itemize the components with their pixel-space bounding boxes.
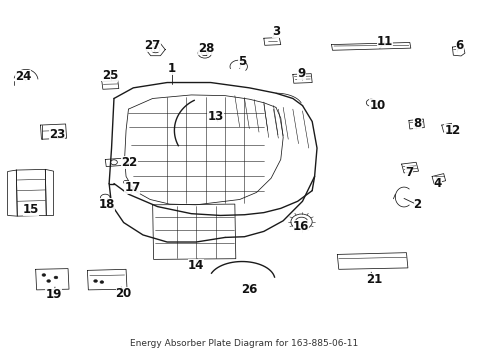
Text: 6: 6 bbox=[455, 39, 463, 52]
Text: 9: 9 bbox=[297, 67, 305, 80]
Text: 25: 25 bbox=[102, 69, 118, 82]
Text: 15: 15 bbox=[22, 203, 39, 216]
Text: 22: 22 bbox=[121, 157, 137, 170]
Text: Energy Absorber Plate Diagram for 163-885-06-11: Energy Absorber Plate Diagram for 163-88… bbox=[130, 338, 358, 347]
Text: 1: 1 bbox=[167, 62, 176, 75]
Text: 20: 20 bbox=[115, 287, 131, 300]
Text: 23: 23 bbox=[49, 128, 65, 141]
Text: 28: 28 bbox=[197, 42, 214, 55]
Text: 3: 3 bbox=[271, 24, 280, 38]
Text: 2: 2 bbox=[413, 198, 421, 211]
Text: 7: 7 bbox=[404, 166, 412, 179]
Text: 17: 17 bbox=[124, 181, 140, 194]
Text: 26: 26 bbox=[241, 283, 257, 296]
Circle shape bbox=[94, 280, 97, 283]
Text: 12: 12 bbox=[443, 124, 460, 137]
Text: 16: 16 bbox=[292, 220, 308, 233]
Circle shape bbox=[42, 274, 46, 276]
Text: 18: 18 bbox=[98, 198, 115, 211]
Text: 21: 21 bbox=[365, 274, 382, 287]
Text: 10: 10 bbox=[368, 99, 385, 112]
Circle shape bbox=[100, 281, 103, 283]
Text: 14: 14 bbox=[187, 259, 204, 272]
Circle shape bbox=[54, 276, 58, 279]
Circle shape bbox=[47, 280, 51, 283]
Text: 27: 27 bbox=[144, 39, 161, 52]
Text: 4: 4 bbox=[433, 177, 441, 190]
Text: 8: 8 bbox=[412, 117, 421, 130]
Text: 13: 13 bbox=[207, 110, 223, 123]
Text: 5: 5 bbox=[238, 55, 245, 68]
Text: 24: 24 bbox=[15, 70, 31, 83]
Text: 19: 19 bbox=[45, 288, 61, 301]
Text: 11: 11 bbox=[376, 35, 392, 48]
